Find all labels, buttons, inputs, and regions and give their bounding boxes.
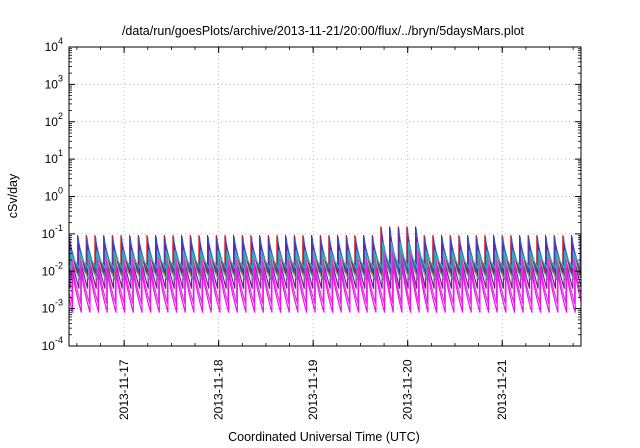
y-tick-label: 101 [45,148,63,166]
chart-title: /data/run/goesPlots/archive/2013-11-21/2… [122,24,525,38]
x-tick-label: 2013-11-18 [212,359,226,420]
y-tick-label: 102 [45,111,63,129]
series-line [69,259,581,313]
y-tick-label: 104 [45,36,63,54]
x-tick-label: 2013-11-17 [117,359,131,420]
series-layer [69,226,581,313]
y-tick-label: 10-4 [42,335,63,353]
x-axis: 2013-11-17 2013-11-18 2013-11-19 2013-11-20… [76,47,574,420]
y-tick-label: 103 [45,73,63,91]
series-line [69,247,581,281]
x-tick-label: 2013-11-20 [401,359,415,420]
y-tick-label: 10-1 [42,223,63,241]
y-tick-label: 100 [45,186,63,204]
y-tick-label: 10-2 [42,260,63,278]
y-tick-label: 10-3 [42,298,63,316]
plot-area [69,226,581,313]
x-axis-label: Coordinated Universal Time (UTC) [228,430,420,444]
y-axis: 10-4 10-3 10-2 10-1 100 101 102 103 104 [42,36,581,353]
y-axis-label: cSv/day [6,173,20,218]
x-tick-label: 2013-11-21 [495,359,509,420]
series-line [69,241,581,269]
x-tick-label: 2013-11-19 [306,359,320,420]
